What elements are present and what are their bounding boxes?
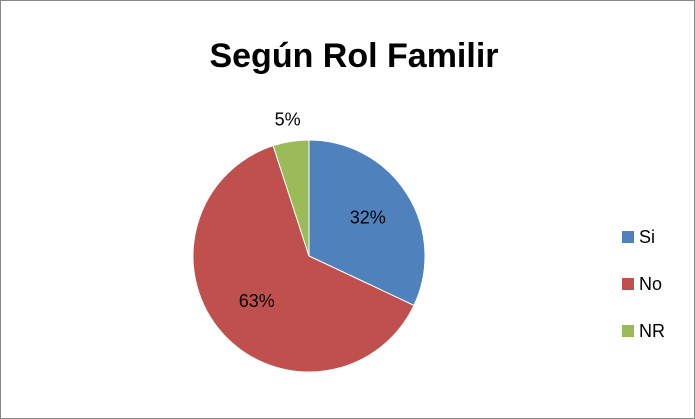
data-label: 32% bbox=[350, 207, 386, 227]
legend-label: Si bbox=[639, 227, 655, 247]
pie-slice bbox=[192, 145, 415, 373]
data-label: 5% bbox=[275, 110, 301, 130]
legend-label: No bbox=[639, 274, 662, 294]
legend-swatch bbox=[622, 231, 634, 243]
chart-title: Según Rol Familir bbox=[209, 37, 498, 75]
pie-slice bbox=[308, 139, 426, 307]
legend-label: NR bbox=[639, 321, 665, 341]
pie-slice bbox=[272, 139, 310, 257]
legend-swatch bbox=[622, 278, 634, 290]
data-label: 63% bbox=[239, 291, 275, 311]
legend-swatch bbox=[622, 325, 634, 337]
